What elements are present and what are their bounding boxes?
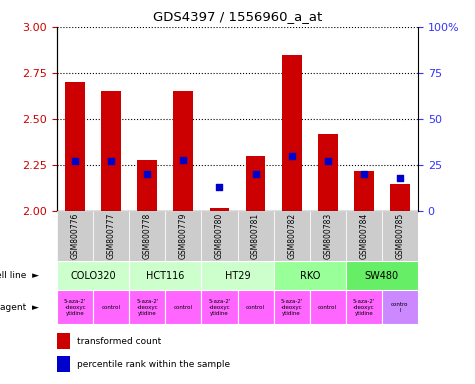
Text: COLO320: COLO320 <box>70 270 116 281</box>
Bar <box>209 207 229 211</box>
Point <box>324 158 332 164</box>
Bar <box>346 211 382 261</box>
Bar <box>238 290 274 324</box>
Text: GSM800783: GSM800783 <box>323 213 332 259</box>
Text: control: control <box>174 305 193 310</box>
Bar <box>57 211 93 261</box>
Bar <box>346 290 382 324</box>
Bar <box>65 82 85 211</box>
Text: RKO: RKO <box>300 270 320 281</box>
Text: control: control <box>246 305 265 310</box>
Bar <box>354 170 374 211</box>
Bar <box>93 290 129 324</box>
Text: GSM800777: GSM800777 <box>107 213 115 259</box>
Bar <box>238 211 274 261</box>
Bar <box>129 261 201 290</box>
Bar <box>382 211 418 261</box>
Bar <box>57 333 70 349</box>
Text: GSM800776: GSM800776 <box>71 213 79 259</box>
Bar <box>93 211 129 261</box>
Point <box>107 158 115 164</box>
Bar <box>274 211 310 261</box>
Text: SW480: SW480 <box>365 270 399 281</box>
Point <box>216 184 223 190</box>
Bar <box>201 261 274 290</box>
Text: agent  ►: agent ► <box>0 303 39 312</box>
Text: HCT116: HCT116 <box>146 270 184 281</box>
Text: percentile rank within the sample: percentile rank within the sample <box>77 360 230 369</box>
Text: control: control <box>318 305 337 310</box>
Bar <box>173 91 193 211</box>
Text: 5-aza-2'
-deoxyc
ytidine: 5-aza-2' -deoxyc ytidine <box>64 299 86 316</box>
Text: 5-aza-2'
-deoxyc
ytidine: 5-aza-2' -deoxyc ytidine <box>208 299 231 316</box>
Point <box>71 158 79 164</box>
Point <box>143 171 151 177</box>
Text: GSM800782: GSM800782 <box>287 213 296 259</box>
Bar <box>57 261 129 290</box>
Title: GDS4397 / 1556960_a_at: GDS4397 / 1556960_a_at <box>153 10 322 23</box>
Bar <box>57 356 70 372</box>
Text: GSM800785: GSM800785 <box>396 213 404 259</box>
Bar <box>390 184 410 211</box>
Text: contro
l: contro l <box>391 302 408 313</box>
Bar <box>346 261 418 290</box>
Bar <box>201 211 238 261</box>
Bar <box>310 211 346 261</box>
Bar <box>137 160 157 211</box>
Text: HT29: HT29 <box>225 270 250 281</box>
Text: GSM800784: GSM800784 <box>360 213 368 259</box>
Text: transformed count: transformed count <box>77 337 161 346</box>
Point <box>288 153 295 159</box>
Bar <box>382 290 418 324</box>
Bar <box>57 290 93 324</box>
Text: 5-aza-2'
-deoxyc
ytidine: 5-aza-2' -deoxyc ytidine <box>280 299 303 316</box>
Bar <box>246 156 266 211</box>
Bar <box>274 261 346 290</box>
Point <box>180 157 187 163</box>
Text: GSM800778: GSM800778 <box>143 213 152 259</box>
Bar <box>318 134 338 211</box>
Text: control: control <box>102 305 121 310</box>
Bar <box>129 211 165 261</box>
Bar <box>165 211 201 261</box>
Bar <box>129 290 165 324</box>
Bar <box>165 290 201 324</box>
Bar <box>282 55 302 211</box>
Text: cell line  ►: cell line ► <box>0 271 39 280</box>
Point <box>396 175 404 181</box>
Bar <box>274 290 310 324</box>
Text: GSM800780: GSM800780 <box>215 213 224 259</box>
Text: GSM800779: GSM800779 <box>179 213 188 259</box>
Bar <box>201 290 238 324</box>
Bar <box>310 290 346 324</box>
Text: 5-aza-2'
-deoxyc
ytidine: 5-aza-2' -deoxyc ytidine <box>352 299 375 316</box>
Text: GSM800781: GSM800781 <box>251 213 260 259</box>
Point <box>252 171 259 177</box>
Text: 5-aza-2'
-deoxyc
ytidine: 5-aza-2' -deoxyc ytidine <box>136 299 159 316</box>
Point <box>360 171 368 177</box>
Bar <box>101 91 121 211</box>
